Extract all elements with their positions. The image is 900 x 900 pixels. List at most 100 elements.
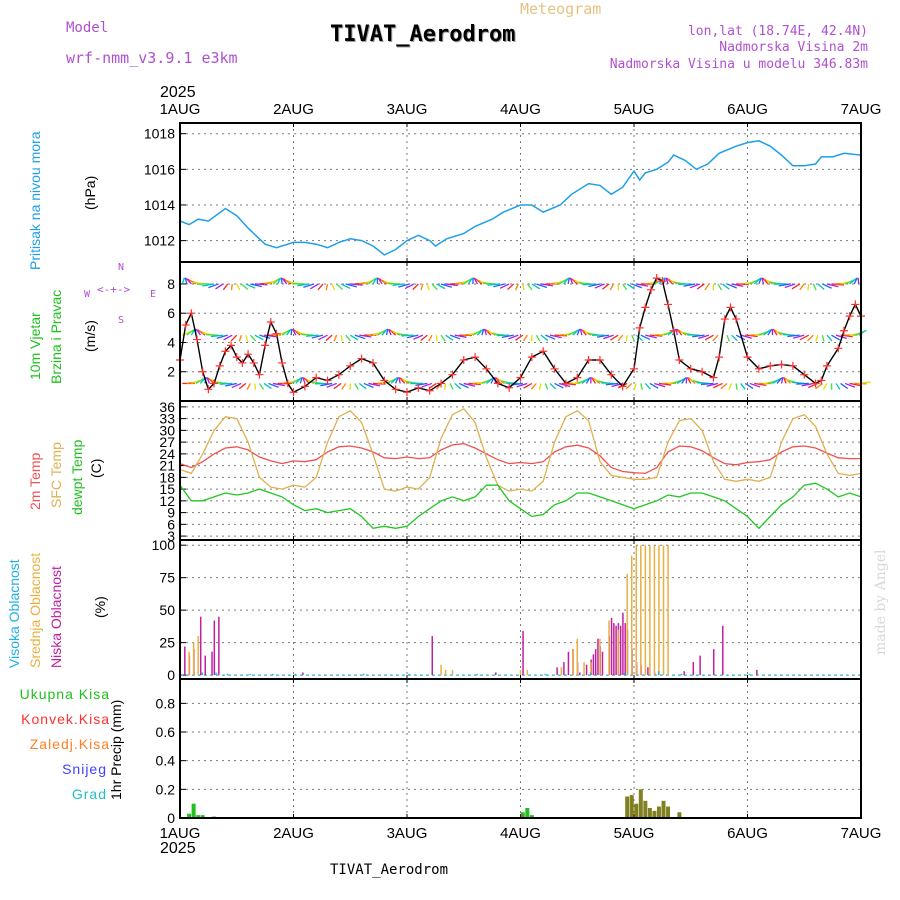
- panel-frame: [179, 539, 862, 680]
- wind-direction-arrow: [483, 328, 488, 336]
- wind-speed-marker: [198, 367, 207, 376]
- wind-speed-marker: [647, 285, 656, 294]
- wind-direction-arrow: [463, 382, 476, 387]
- x-tick-label-bottom: 7AUG: [841, 825, 882, 842]
- wind-direction-arrow: [545, 334, 556, 340]
- wind-direction-arrow: [540, 334, 549, 341]
- wind-direction-arrow: [698, 334, 710, 340]
- wind-direction-arrow: [683, 283, 696, 287]
- wind-direction-arrow: [184, 277, 188, 285]
- panel-frame: [179, 122, 862, 263]
- wind-direction-arrow: [853, 277, 858, 285]
- wind-direction-arrow: [726, 283, 737, 289]
- wind-speed-marker: [187, 309, 196, 318]
- legend-convective-rain: Konvek.Kisa: [21, 711, 110, 727]
- wind-direction-arrow: [763, 329, 771, 336]
- x-tick-label-top: 6AUG: [727, 101, 768, 118]
- pressure-y-tick-label: 1016: [144, 161, 175, 177]
- wind-direction-arrow: [696, 283, 705, 290]
- wind-direction-arrow: [381, 328, 388, 336]
- wind-speed-marker: [834, 344, 843, 353]
- wind-speed-marker: [584, 356, 593, 365]
- wind-direction-arrow: [389, 329, 397, 336]
- wind-direction-arrow: [238, 382, 247, 390]
- wind-direction-arrow: [767, 328, 773, 336]
- wind-direction-arrow: [240, 283, 249, 290]
- wind-direction-arrow: [311, 334, 324, 339]
- legend-freezing-rain: Zaledj.Kisa: [29, 736, 110, 752]
- x-tick-label-bottom: 1AUG: [160, 825, 201, 842]
- wind-speed-marker: [800, 370, 809, 379]
- wind-speed-marker: [527, 353, 536, 362]
- wind-direction-arrow: [754, 382, 767, 387]
- wind-speed-marker: [380, 376, 389, 385]
- wind-direction-arrow: [326, 382, 337, 388]
- wind-direction-arrow: [303, 283, 315, 288]
- wind-direction-arrow: [840, 382, 849, 390]
- wind-direction-arrow: [784, 377, 792, 384]
- wind-direction-arrow: [676, 328, 683, 336]
- precip-convective-bar: [521, 815, 524, 818]
- wind-direction-arrow: [354, 383, 359, 390]
- wind-speed-marker: [261, 341, 270, 350]
- temperature-y-tick-label: 24: [159, 446, 175, 462]
- wind-direction-arrow: [666, 277, 674, 285]
- wind-direction-arrow: [454, 382, 462, 390]
- altitude-label: Nadmorska Visina 2m: [719, 40, 868, 55]
- wind-direction-arrow: [625, 335, 628, 342]
- wind-direction-arrow: [440, 334, 446, 342]
- wind-direction-arrow: [570, 277, 578, 285]
- wind-direction-arrow: [644, 383, 651, 390]
- wind-direction-arrow: [254, 334, 264, 341]
- wind-direction-arrow: [195, 328, 201, 336]
- wind-direction-arrow: [558, 278, 568, 285]
- meteogram-label: Meteogram: [520, 0, 602, 18]
- wind-direction-arrow: [784, 283, 796, 289]
- wind-direction-arrow: [572, 329, 580, 336]
- wind-direction-arrow: [186, 329, 195, 336]
- wind-direction-arrow: [413, 334, 424, 340]
- wind-speed-marker: [238, 358, 247, 367]
- clouds-y-tick-label: 25: [159, 635, 175, 651]
- wind-direction-arrow: [501, 334, 514, 339]
- wind-speed-marker: [698, 367, 707, 376]
- precip-total-bar: [661, 800, 666, 818]
- wind-direction-arrow: [731, 334, 738, 342]
- wind-direction-arrow: [208, 283, 219, 289]
- wind-speed-marker: [618, 382, 627, 391]
- wind-direction-arrow: [291, 328, 297, 336]
- wind-direction-arrow: [636, 283, 649, 287]
- wind-direction-arrow: [245, 334, 249, 342]
- x-tick-label-top: 3AUG: [387, 101, 428, 118]
- wind-direction-arrow: [420, 283, 424, 291]
- wind-speed-marker: [244, 350, 253, 359]
- wind-direction-arrow: [640, 334, 651, 341]
- wind-direction-arrow: [844, 382, 856, 388]
- wind-direction-arrow: [493, 283, 505, 288]
- dewpoint-line: [179, 482, 862, 530]
- wind-direction-arrow: [783, 377, 787, 384]
- compass-s: S: [118, 315, 125, 326]
- wind-direction-arrow: [345, 283, 358, 288]
- wind-direction-arrow: [749, 382, 761, 388]
- wind-speed-marker: [561, 379, 570, 388]
- wind-direction-arrow: [399, 377, 406, 384]
- wind-direction-arrow: [377, 277, 383, 285]
- wind-direction-arrow: [195, 377, 205, 384]
- wind-direction-arrow: [704, 283, 710, 291]
- wind-direction-arrow: [717, 283, 723, 291]
- wind-direction-arrow: [301, 333, 314, 336]
- wind-speed-marker: [845, 312, 854, 321]
- wind-direction-arrow: [293, 329, 301, 336]
- precip-y-tick-label: 0: [167, 810, 175, 826]
- station-title: TIVAT_Aerodrom: [330, 22, 516, 47]
- wind-direction-arrow: [331, 283, 336, 291]
- wind-direction-arrow: [406, 334, 419, 339]
- panel-frame: [179, 400, 862, 541]
- wind-direction-arrow: [631, 334, 636, 342]
- wind-direction-arrow: [849, 278, 857, 285]
- wind-direction-arrow: [299, 377, 303, 384]
- wind-direction-arrow: [807, 283, 810, 291]
- wind-speed-marker: [227, 341, 236, 350]
